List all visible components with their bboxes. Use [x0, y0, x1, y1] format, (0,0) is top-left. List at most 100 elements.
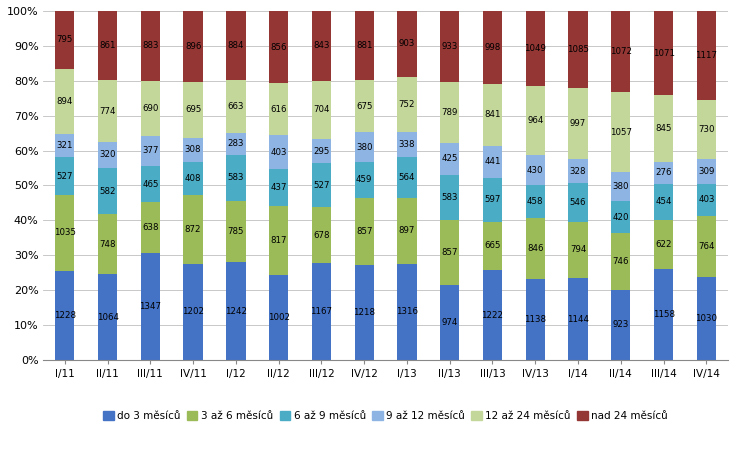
Text: 883: 883: [142, 41, 158, 50]
Text: 923: 923: [612, 320, 629, 329]
Bar: [269, 135, 289, 169]
Text: 663: 663: [227, 102, 244, 111]
Text: 1085: 1085: [567, 45, 589, 54]
Text: 465: 465: [142, 179, 158, 189]
Bar: [654, 162, 673, 184]
Text: 861: 861: [99, 41, 116, 50]
Bar: [141, 253, 160, 360]
Bar: [269, 275, 289, 360]
Text: 420: 420: [612, 213, 629, 222]
Bar: [526, 185, 545, 218]
Bar: [269, 206, 289, 275]
Bar: [526, 218, 545, 279]
Bar: [568, 222, 587, 278]
Bar: [526, 86, 545, 155]
Text: 309: 309: [698, 167, 715, 176]
Bar: [526, 279, 545, 360]
Text: 1071: 1071: [653, 48, 675, 58]
Text: 795: 795: [57, 35, 73, 44]
Text: 997: 997: [570, 119, 586, 128]
Text: 857: 857: [442, 248, 458, 257]
Bar: [440, 285, 459, 360]
Bar: [355, 198, 374, 265]
Bar: [440, 143, 459, 175]
Text: 437: 437: [270, 183, 287, 192]
Text: 1347: 1347: [139, 302, 161, 311]
Text: 974: 974: [442, 318, 458, 327]
Text: 998: 998: [484, 43, 500, 52]
Bar: [483, 222, 502, 270]
Bar: [98, 168, 117, 214]
Text: 377: 377: [142, 146, 158, 155]
Text: 841: 841: [484, 110, 500, 119]
Bar: [55, 69, 74, 134]
Text: 527: 527: [57, 171, 73, 181]
Bar: [397, 132, 417, 157]
Bar: [654, 96, 673, 162]
Text: 764: 764: [698, 242, 715, 251]
Bar: [355, 132, 374, 162]
Text: 403: 403: [698, 195, 715, 205]
Text: 1167: 1167: [311, 307, 333, 316]
Bar: [483, 178, 502, 222]
Bar: [654, 184, 673, 219]
Text: 903: 903: [399, 40, 415, 48]
Text: 794: 794: [570, 246, 586, 254]
Text: 430: 430: [527, 165, 543, 175]
Legend: do 3 měsíců, 3 až 6 měsíců, 6 až 9 měsíců, 9 až 12 měsíců, 12 až 24 měsíců, nad : do 3 měsíců, 3 až 6 měsíců, 6 až 9 měsíc…: [99, 407, 672, 425]
Text: 1218: 1218: [353, 308, 375, 317]
Bar: [55, 134, 74, 157]
Text: 1222: 1222: [481, 310, 503, 320]
Text: 897: 897: [399, 226, 415, 235]
Bar: [568, 159, 587, 183]
Bar: [98, 142, 117, 168]
Text: 1030: 1030: [696, 314, 718, 323]
Bar: [183, 162, 202, 195]
Text: 1316: 1316: [396, 307, 418, 316]
Bar: [312, 139, 331, 164]
Text: 458: 458: [527, 197, 543, 206]
Text: 403: 403: [270, 148, 287, 157]
Text: 616: 616: [270, 105, 287, 114]
Text: 638: 638: [142, 223, 158, 232]
Bar: [312, 207, 331, 263]
Text: 752: 752: [399, 100, 415, 109]
Bar: [226, 11, 246, 81]
Bar: [483, 270, 502, 360]
Bar: [397, 157, 417, 198]
Text: 583: 583: [442, 193, 458, 202]
Bar: [697, 216, 716, 277]
Text: 1117: 1117: [696, 51, 718, 60]
Bar: [183, 137, 202, 162]
Bar: [312, 164, 331, 207]
Text: 774: 774: [99, 107, 116, 116]
Text: 328: 328: [570, 166, 587, 176]
Text: 746: 746: [612, 257, 629, 266]
Text: 846: 846: [527, 244, 543, 253]
Bar: [183, 264, 202, 360]
Bar: [226, 200, 246, 262]
Bar: [440, 175, 459, 220]
Bar: [397, 77, 417, 132]
Text: 856: 856: [270, 42, 287, 52]
Text: 527: 527: [314, 181, 330, 190]
Text: 1049: 1049: [524, 44, 546, 53]
Bar: [141, 11, 160, 81]
Text: 1138: 1138: [524, 315, 546, 324]
Bar: [183, 11, 202, 82]
Bar: [55, 11, 74, 69]
Bar: [312, 81, 331, 139]
Bar: [98, 274, 117, 360]
Text: 872: 872: [185, 225, 202, 234]
Bar: [568, 278, 587, 360]
Bar: [183, 82, 202, 137]
Bar: [269, 11, 289, 83]
Text: 1072: 1072: [610, 47, 631, 56]
Text: 1144: 1144: [567, 315, 589, 323]
Text: 564: 564: [399, 173, 415, 182]
Text: 843: 843: [314, 41, 330, 50]
Text: 276: 276: [655, 168, 672, 178]
Text: 597: 597: [484, 195, 500, 204]
Text: 1228: 1228: [54, 311, 76, 320]
Bar: [611, 233, 631, 290]
